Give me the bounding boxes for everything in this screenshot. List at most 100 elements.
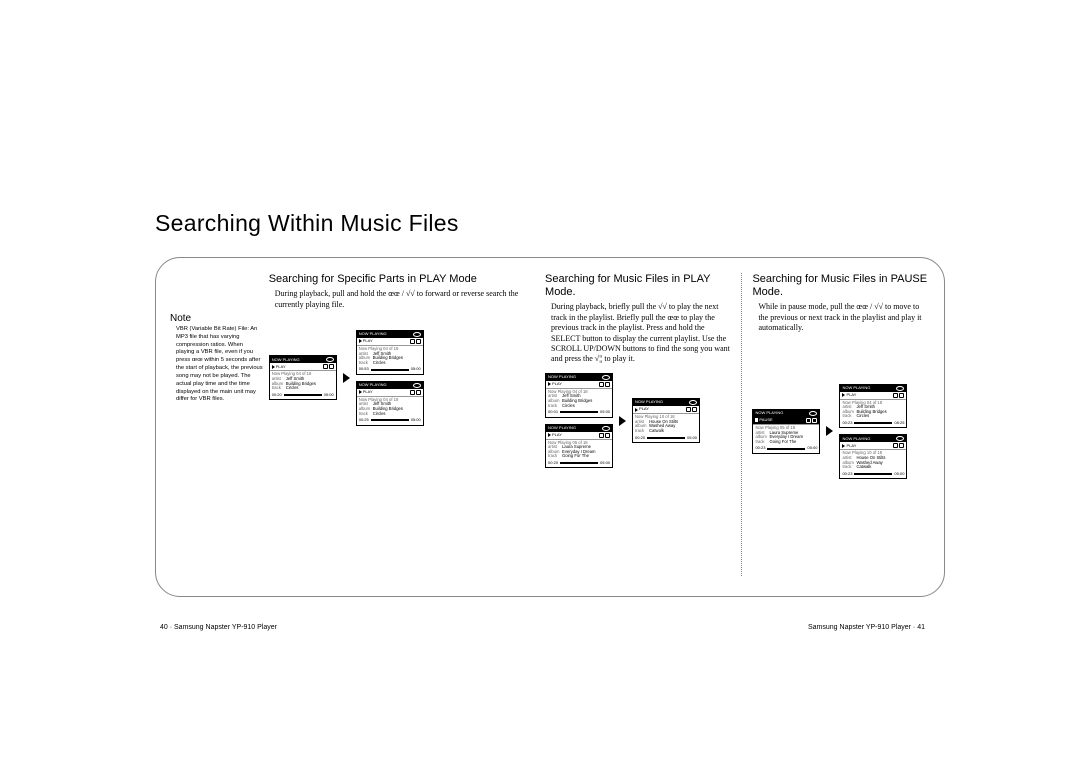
- screen-header: NOW PLAYING: [842, 437, 870, 441]
- device-screen: NOW PLAYING PLAY Now Playing 10 of 18 ar…: [839, 434, 907, 479]
- logo-icon: [413, 332, 421, 337]
- eq-icon: [899, 443, 904, 448]
- page-title: Searching Within Music Files: [155, 210, 945, 237]
- repeat-icon: [893, 443, 898, 448]
- time-total: 05:00: [411, 418, 421, 422]
- progress-bar: [560, 411, 598, 413]
- lbl-track: track: [755, 440, 769, 445]
- eq-icon: [899, 393, 904, 398]
- progress-bar: [560, 462, 598, 464]
- time-elapsed: 00:20: [548, 461, 558, 465]
- note-column: Note VBR (Variable Bit Rate) File: An MP…: [170, 273, 269, 576]
- pause-state: PAUSE: [759, 418, 805, 422]
- screen-header: NOW PLAYING: [548, 426, 576, 430]
- time-elapsed: 00:23: [755, 446, 765, 450]
- screens-3: NOW PLAYING PAUSE Now Playing 05 of 18 a…: [752, 384, 930, 480]
- screen-header: NOW PLAYING: [755, 411, 783, 415]
- lbl-track: track: [842, 414, 856, 419]
- section2-title: Searching for Music Files in PLAY Mode.: [545, 273, 733, 299]
- lbl-track: track: [635, 429, 649, 434]
- lbl-track: track: [548, 454, 562, 459]
- footer-right: Samsung Napster YP-910 Player · 41: [808, 624, 925, 631]
- section-play-parts: Searching for Specific Parts in PLAY Mod…: [269, 273, 545, 576]
- val-track: Catwalk: [649, 429, 697, 434]
- note-heading: Note: [170, 313, 263, 324]
- footer-left: 40 · Samsung Napster YP-910 Player: [160, 624, 277, 631]
- note-body: VBR (Variable Bit Rate) File: An MP3 fil…: [170, 326, 263, 404]
- screens-2: NOW PLAYING PLAY Now Playing 04 of 18 ar…: [545, 373, 733, 469]
- lbl-track: track: [842, 465, 856, 470]
- eq-icon: [812, 418, 817, 423]
- time-elapsed: 00:20: [635, 436, 645, 440]
- device-screen: NOW PLAYING PLAY Now Playing 10 of 18 ar…: [632, 398, 700, 443]
- device-screen: NOW PLAYING PLAY Now Playing 04 of 18 ar…: [356, 381, 424, 426]
- time-total: 08:25: [894, 421, 904, 425]
- time-elapsed: 00:20: [272, 393, 282, 397]
- time-total: 05:00: [600, 461, 610, 465]
- arrow-icon: [826, 426, 833, 436]
- device-screen: NOW PLAYING PLAY Now Playing 05 of 18 ar…: [545, 424, 613, 469]
- play-icon: [842, 444, 845, 448]
- logo-icon: [809, 411, 817, 416]
- repeat-icon: [599, 433, 604, 438]
- screen-header: NOW PLAYING: [359, 332, 387, 336]
- repeat-icon: [806, 418, 811, 423]
- play-state: PLAY: [846, 444, 892, 448]
- play-state: PLAY: [363, 390, 409, 394]
- logo-icon: [602, 426, 610, 431]
- pause-icon: [755, 418, 758, 422]
- repeat-icon: [686, 407, 691, 412]
- progress-bar: [284, 394, 322, 396]
- time-elapsed: 00:01: [548, 410, 558, 414]
- eq-icon: [605, 433, 610, 438]
- time-elapsed: 00:23: [842, 472, 852, 476]
- time-elapsed: 00:53: [359, 367, 369, 371]
- progress-bar: [854, 473, 892, 475]
- logo-icon: [413, 383, 421, 388]
- logo-icon: [896, 386, 904, 391]
- section3-title: Searching for Music Files in PAUSE Mode.: [752, 273, 930, 299]
- lbl-track: track: [548, 404, 562, 409]
- repeat-icon: [893, 393, 898, 398]
- screen-header: NOW PLAYING: [359, 383, 387, 387]
- progress-bar: [371, 419, 409, 421]
- repeat-icon: [410, 339, 415, 344]
- screens-1: NOW PLAYING PLAY Now Playing 04 of 18 ar…: [269, 330, 537, 426]
- val-track: Circles: [562, 404, 610, 409]
- repeat-icon: [323, 364, 328, 369]
- time-elapsed: 00:25: [359, 418, 369, 422]
- play-icon: [635, 408, 638, 412]
- lbl-track: track: [359, 412, 373, 417]
- val-track: Circles: [286, 386, 334, 391]
- section-pause-files: Searching for Music Files in PAUSE Mode.…: [742, 273, 930, 576]
- time-total: 05:00: [411, 367, 421, 371]
- play-icon: [359, 390, 362, 394]
- time-total: 05:00: [600, 410, 610, 414]
- screen-header: NOW PLAYING: [635, 400, 663, 404]
- section2-body: During playback, briefly pull the √√ to …: [545, 302, 733, 364]
- logo-icon: [689, 400, 697, 405]
- play-state: PLAY: [846, 393, 892, 397]
- arrow-icon: [619, 416, 626, 426]
- arrow-icon: [343, 373, 350, 383]
- val-track: Catwalk: [856, 465, 904, 470]
- device-screen: NOW PLAYING PLAY Now Playing 04 of 18 ar…: [269, 355, 337, 400]
- eq-icon: [416, 390, 421, 395]
- logo-icon: [602, 375, 610, 380]
- repeat-icon: [410, 390, 415, 395]
- device-screen: NOW PLAYING PLAY Now Playing 04 of 18 ar…: [545, 373, 613, 418]
- time-total: 05:00: [894, 472, 904, 476]
- lbl-track: track: [272, 386, 286, 391]
- time-total: 05:00: [687, 436, 697, 440]
- val-track: Circles: [373, 412, 421, 417]
- progress-bar: [371, 369, 409, 371]
- device-screen: NOW PLAYING PLAY Now Playing 04 of 18 ar…: [356, 330, 424, 375]
- device-screen: NOW PLAYING PLAY Now Playing 04 of 18 ar…: [839, 384, 907, 429]
- time-elapsed: 00:23: [842, 421, 852, 425]
- eq-icon: [416, 339, 421, 344]
- play-icon: [272, 365, 275, 369]
- logo-icon: [896, 436, 904, 441]
- screen-header: NOW PLAYING: [548, 375, 576, 379]
- play-state: PLAY: [276, 365, 322, 369]
- val-track: Circles: [856, 414, 904, 419]
